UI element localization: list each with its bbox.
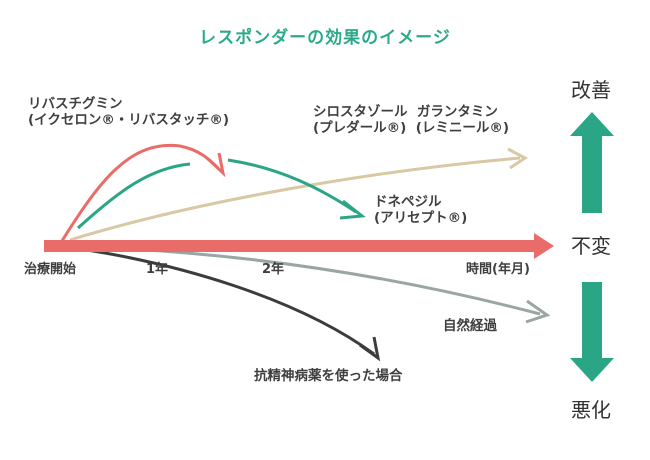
worsen-arrow-head xyxy=(570,358,614,382)
improve-arrow-shaft xyxy=(582,135,602,213)
axis-year2-label: 2年 xyxy=(262,262,285,277)
cilostazol-galantamine-curve xyxy=(69,147,528,242)
rivastigmine-curve xyxy=(58,143,226,245)
donepezil-brand: (アリセプト®) xyxy=(374,210,468,227)
cilostazol-galantamine-label: シロスタゾール ガランタミン (プレダール®) (レミニール®) xyxy=(313,104,509,136)
natural-course-label: 自然経過 xyxy=(443,318,497,334)
rivastigmine-name: リバスチグミン xyxy=(28,96,123,112)
state-worsen-label: 悪化 xyxy=(571,398,611,422)
time-axis-arrow xyxy=(44,233,554,259)
state-improve-label: 改善 xyxy=(571,78,611,102)
axis-unit-label: 時間(年月) xyxy=(466,262,530,277)
rivastigmine-brands: (イクセロン®・リバスタッチ®) xyxy=(28,112,230,129)
cilostazol-galantamine-names: シロスタゾール ガランタミン xyxy=(313,104,498,120)
worsen-arrow xyxy=(570,282,614,382)
diagram-title: レスポンダーの効果のイメージ xyxy=(199,28,451,48)
improve-arrow xyxy=(570,112,614,213)
axis-start-label: 治療開始 xyxy=(24,262,77,277)
worsen-arrow-shaft xyxy=(582,282,602,360)
donepezil-label: ドネペジル (アリセプト®) xyxy=(374,194,467,226)
donepezil-name: ドネペジル xyxy=(374,194,442,210)
antipsychotic-curve xyxy=(59,244,381,362)
antipsychotic-label: 抗精神病薬を使った場合 xyxy=(254,368,403,384)
axis-year1-label: 1年 xyxy=(146,262,169,277)
rivastigmine-label: リバスチグミン (イクセロン®・リバスタッチ®) xyxy=(28,96,229,128)
time-axis-head xyxy=(534,233,554,259)
time-axis-shaft xyxy=(44,240,536,252)
cilostazol-galantamine-brands: (プレダール®) (レミニール®) xyxy=(313,120,510,137)
improve-arrow-head xyxy=(570,112,614,136)
state-unchanged-label: 不変 xyxy=(571,234,611,258)
donepezil-curve xyxy=(76,158,366,230)
